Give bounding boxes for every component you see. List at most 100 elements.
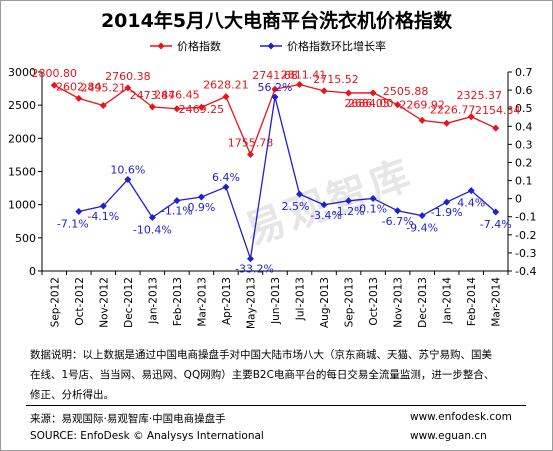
price-index-label: 2715.52 (313, 73, 359, 86)
y-left-tick-label: 0 (29, 265, 36, 278)
price-index-point (320, 87, 328, 95)
note-line-1: 数据说明：以上数据是通过中国电商操盘手对中国大陆市场八大（京东商城、天猫、苏宁易… (30, 349, 492, 361)
price-index-label: 2505.88 (383, 85, 429, 98)
growth-rate-label: -6.7% (382, 215, 414, 228)
legend-label-1: 价格指数环比增长率 (287, 39, 386, 53)
price-index-point (345, 89, 353, 97)
growth-rate-point (124, 175, 132, 183)
x-tick-label: Oct-2012 (74, 277, 86, 326)
y-right-tick-label: 0.7 (515, 66, 533, 79)
price-index-point (443, 119, 451, 127)
x-tick-label: May-2013 (245, 277, 257, 329)
y-left-tick-label: 3000 (8, 66, 36, 79)
price-index-point (50, 81, 58, 89)
x-tick-label: Nov-2013 (393, 277, 405, 328)
price-index-label: 2446.45 (154, 89, 200, 102)
price-index-label: 2741.68 (252, 69, 298, 82)
price-index-point (467, 113, 475, 121)
price-index-point (369, 89, 377, 97)
growth-rate-label: 56.2% (258, 81, 293, 94)
growth-rate-label: -1.1% (161, 205, 193, 218)
price-index-label: 2473.87 (130, 89, 176, 102)
price-index-label: 2226.77 (430, 103, 476, 116)
y-right-tick-label: 0.4 (515, 120, 533, 133)
x-tick-label: Dec-2012 (123, 277, 135, 328)
growth-rate-point (418, 212, 426, 220)
y-right-tick-label: -0.4 (515, 265, 536, 278)
growth-rate-point (148, 213, 156, 221)
price-index-label: 2495.21 (81, 81, 127, 94)
growth-rate-label: -10.4% (133, 223, 172, 236)
y-right-tick-label: 0.3 (515, 138, 533, 151)
legend-label-0: 价格指数 (177, 39, 221, 53)
y-right-tick-label: 0.5 (515, 102, 533, 115)
price-index-label: 2811.41 (281, 69, 327, 82)
price-index-label: 2628.21 (203, 79, 249, 92)
legend-marker-1 (267, 42, 275, 50)
price-index-label: 2154.34 (475, 104, 521, 117)
price-index-label: 2325.37 (456, 89, 502, 102)
y-right-tick-label: 0.6 (515, 84, 533, 97)
x-tick-label: Jan-2014 (442, 277, 454, 325)
growth-rate-label: 10.6% (110, 163, 145, 176)
price-index-point (296, 81, 304, 89)
x-tick-label: Jan-2013 (147, 277, 159, 325)
price-index-point (173, 105, 181, 113)
growth-rate-label: 4.4% (457, 197, 485, 210)
x-tick-label: Nov-2012 (98, 277, 110, 328)
price-index-point (492, 124, 500, 132)
growth-rate-line (78, 96, 497, 259)
x-tick-label: Oct-2013 (368, 277, 380, 326)
source-en: SOURCE: EnfoDesk © Analysys Internationa… (30, 430, 264, 442)
price-index-label: 2684.00 (348, 97, 394, 110)
growth-rate-point (443, 198, 451, 206)
growth-rate-label: -7.4% (480, 218, 512, 231)
growth-rate-point (246, 255, 254, 263)
x-tick-label: Apr-2013 (221, 277, 233, 325)
growth-rate-point (75, 207, 83, 215)
y-left-tick-label: 2000 (8, 132, 36, 145)
x-tick-label: Jul-2013 (295, 277, 307, 321)
url-enfodesk: www.enfodesk.com (410, 411, 512, 423)
growth-rate-point (197, 193, 205, 201)
data-note: 数据说明：以上数据是通过中国电商操盘手对中国大陆市场八大（京东商城、天猫、苏宁易… (30, 345, 530, 405)
x-tick-label: Feb-2014 (466, 277, 478, 326)
x-tick-label: Sep-2013 (344, 277, 356, 327)
growth-rate-point (345, 197, 353, 205)
growth-rate-label: -1.2% (333, 205, 365, 218)
price-index-point (418, 116, 426, 124)
y-right-tick-label: -0.3 (515, 247, 536, 260)
price-index-label: 2686.05 (344, 97, 390, 110)
growth-rate-point (173, 197, 181, 205)
y-right-tick-label: 0 (515, 193, 522, 206)
price-index-point (222, 93, 230, 101)
x-tick-label: Feb-2013 (172, 277, 184, 326)
price-index-label: 2269.92 (399, 98, 445, 111)
y-left-tick-label: 2500 (8, 99, 36, 112)
price-index-label: 2602.84 (56, 80, 102, 93)
price-index-point (148, 103, 156, 111)
price-index-label: 2760.38 (105, 70, 151, 83)
x-tick-label: Dec-2013 (417, 277, 429, 328)
price-index-point (197, 103, 205, 111)
growth-rate-point (296, 190, 304, 198)
growth-rate-point (271, 93, 279, 101)
price-index-point (124, 84, 132, 92)
price-index-point (271, 85, 279, 93)
growth-rate-point (492, 208, 500, 216)
y-right-tick-label: -0.2 (515, 229, 536, 242)
growth-rate-label: -7.1% (57, 217, 89, 230)
growth-rate-point (320, 201, 328, 209)
growth-rate-label: 0.1% (359, 202, 387, 215)
y-left-tick-label: 500 (15, 232, 36, 245)
note-line-2: 在线、1号店、当当网、易迅网、QQ网购）主要B2C电商平台的每日交易全流量监测，… (30, 369, 495, 381)
growth-rate-label: 6.4% (212, 171, 240, 184)
growth-rate-label: 2.5% (282, 200, 310, 213)
y-left-tick-label: 1500 (8, 166, 36, 179)
chart-title: 2014年5月八大电商平台洗衣机价格指数 (100, 10, 453, 32)
x-tick-label: Sep-2012 (49, 277, 61, 327)
y-right-tick-label: 0.2 (515, 156, 533, 169)
growth-rate-label: -33.2% (235, 263, 274, 276)
growth-rate-label: -1.9% (431, 206, 463, 219)
